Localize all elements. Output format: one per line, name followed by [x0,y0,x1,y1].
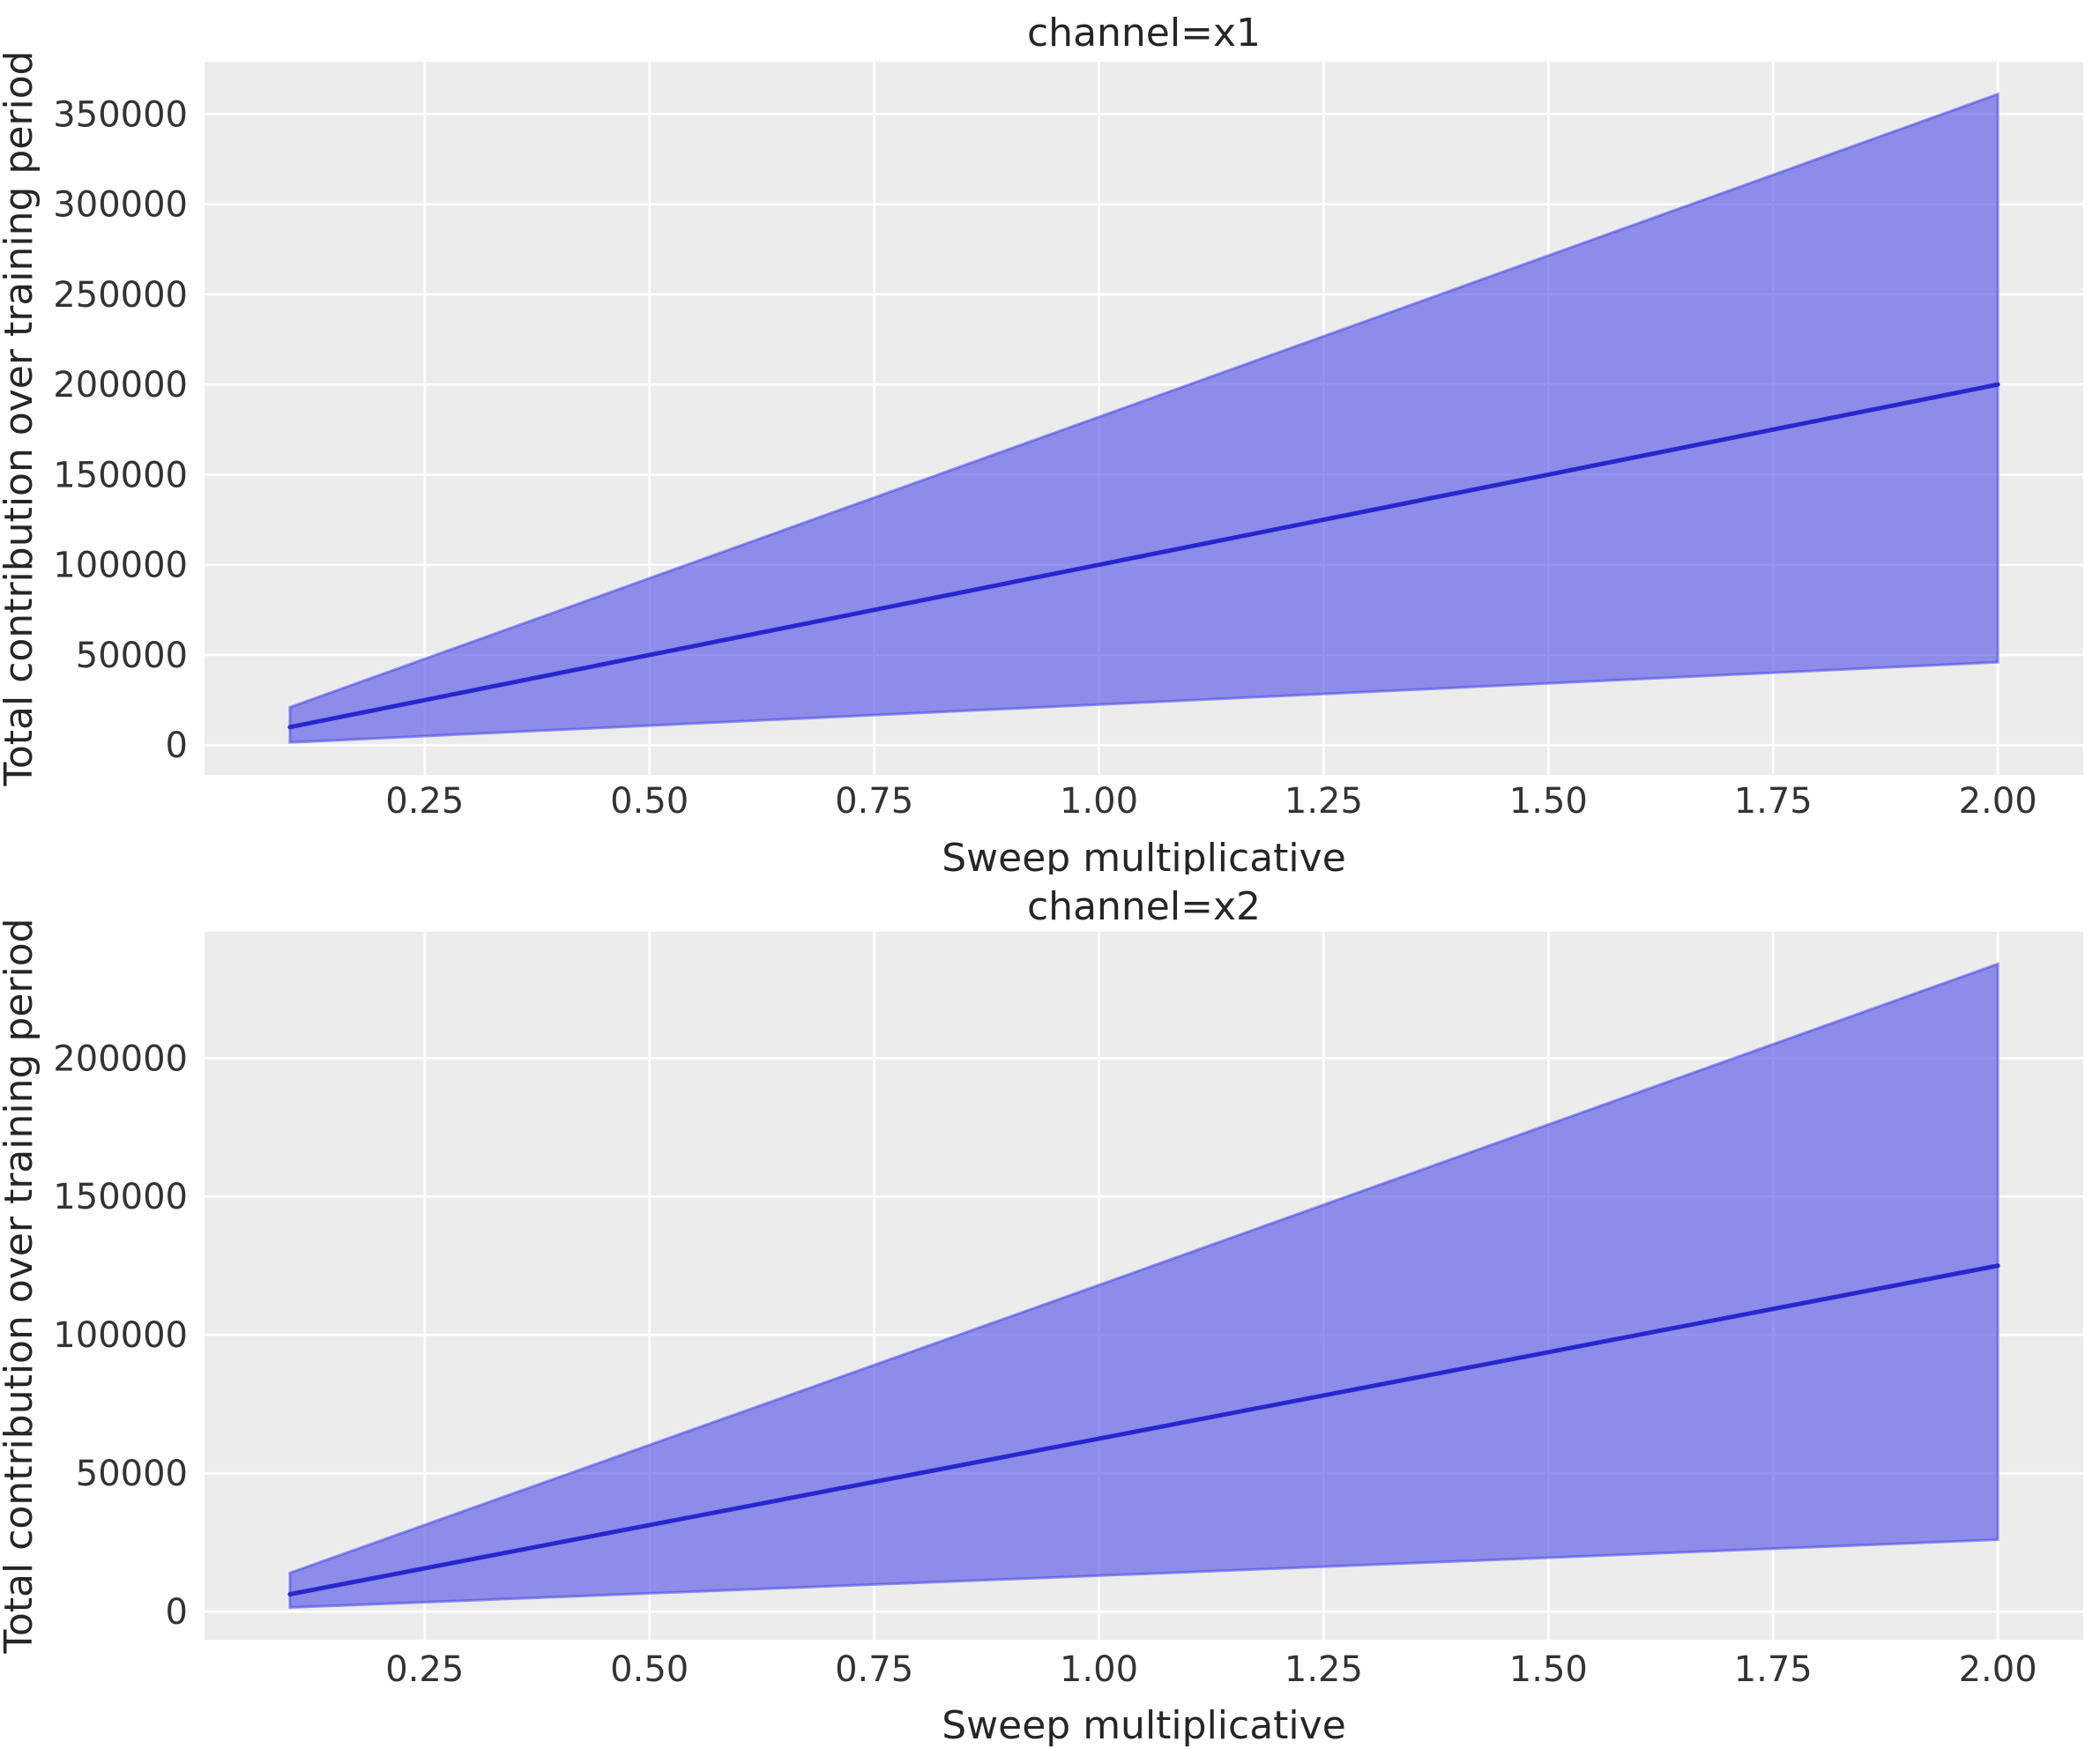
x-tick-label: 0.50 [610,1649,689,1690]
chart-channel-x2: 0.25 0.50 0.75 1.00 1.25 1.50 1.75 2.00 0 50000 10… [0,874,2100,1749]
x-axis-label: Sweep multiplicative [942,836,1346,874]
x-tick-label: 1.75 [1734,1649,1813,1690]
y-axis-label: Total contribution over training period [0,50,41,786]
y-tick-label: 150000 [53,1177,188,1217]
x-tick-label: 0.50 [610,781,689,822]
x-axis-label: Sweep multiplicative [942,1703,1346,1748]
x-tick-label: 1.25 [1285,1649,1363,1690]
x-tick-label: 1.50 [1509,1649,1588,1690]
y-tick-label: 150000 [53,455,188,495]
x-tick-label: 2.00 [1959,781,2037,822]
chart-channel-x1: 0.25 0.50 0.75 1.00 1.25 1.50 1.75 2.00 0 50000 10… [0,0,2100,881]
y-tick-label: 250000 [53,275,188,316]
x-tick-label: 1.00 [1060,781,1138,822]
x-tick-label: 1.75 [1734,781,1813,822]
y-tick-label: 200000 [53,365,188,406]
y-tick-label: 300000 [53,185,188,226]
y-axis-label: Total contribution over training period [0,918,41,1654]
plot-channel-x2: 0.25 0.50 0.75 1.00 1.25 1.50 1.75 2.00 0 50000 10… [0,884,2083,1748]
x-tick-label: 0.75 [835,1649,913,1690]
plot-channel-x1: 0.25 0.50 0.75 1.00 1.25 1.50 1.75 2.00 0 50000 10… [0,11,2083,881]
y-tick-label: 350000 [53,94,188,135]
confidence-band [288,962,1999,1610]
x-tick-label: 1.25 [1285,781,1363,822]
y-tick-label: 100000 [53,1315,188,1356]
chart-title: channel=x2 [1027,884,1261,929]
y-tick-label: 100000 [53,546,188,586]
x-tick-label: 0.25 [385,781,464,822]
y-tick-label: 200000 [53,1038,188,1079]
chart-title: channel=x1 [1027,11,1261,56]
x-tick-label: 2.00 [1959,1649,2037,1690]
mean-line [287,382,2000,730]
x-tick-label: 1.50 [1509,781,1588,822]
x-tick-label: 0.75 [835,781,913,822]
confidence-band [288,92,1999,744]
y-tick-label: 0 [166,726,188,766]
y-tick-label: 50000 [76,1454,188,1494]
x-tick-label: 0.25 [385,1649,464,1690]
y-tick-label: 0 [166,1592,188,1633]
mean-line [287,1263,2000,1596]
y-tick-label: 50000 [76,636,188,676]
x-tick-label: 1.00 [1060,1649,1138,1690]
